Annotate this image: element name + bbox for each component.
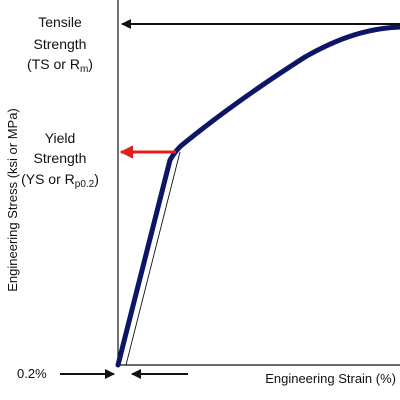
tensile-strength-label-line1: Tensile (38, 14, 82, 30)
offset-line (125, 151, 181, 366)
tensile-strength-label-sub: m (80, 64, 88, 75)
tensile-strength-label-tail: ) (88, 56, 93, 72)
yield-strength-label-line3: (YS or Rp0.2) (21, 171, 99, 190)
x-axis-label: Engineering Strain (%) (265, 371, 396, 386)
offset-label: 0.2% (17, 366, 47, 381)
stress-strain-curve (115, 24, 400, 368)
y-axis-label: Engineering Stress (ksi or MPa) (5, 108, 20, 292)
tensile-strength-label-text: (TS or R (27, 56, 80, 72)
yield-strength-label-tail: ) (94, 171, 99, 187)
yield-strength-label-sub: p0.2 (75, 179, 95, 190)
yield-strength-label-line2: Strength (34, 150, 87, 166)
yield-strength-label-text: (YS or R (21, 171, 75, 187)
tensile-strength-label-line2: Strength (34, 36, 87, 52)
yield-strength-label-line1: Yield (45, 130, 76, 146)
tensile-strength-label-line3: (TS or Rm) (27, 56, 93, 75)
